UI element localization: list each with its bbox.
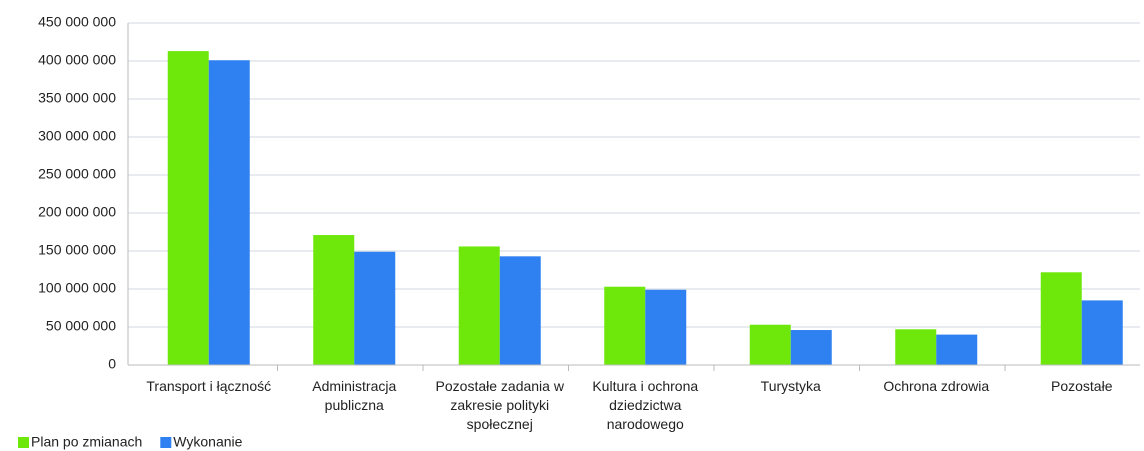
bar xyxy=(499,256,541,365)
y-tick-label: 300 000 000 xyxy=(38,128,116,144)
bar xyxy=(936,334,978,365)
bar xyxy=(167,51,209,366)
bar xyxy=(1040,272,1082,365)
bar xyxy=(1081,300,1123,365)
bar xyxy=(313,235,355,365)
x-tick-label: Pozostałe xyxy=(1051,378,1113,394)
label-line: Pozostałe zadania w xyxy=(436,378,565,394)
bar xyxy=(458,246,500,365)
label-line: dziedzictwa xyxy=(609,397,682,413)
x-tick-label: Kultura i ochrona dziedzictwa narodowego xyxy=(592,378,698,432)
x-tick-label: Turystyka xyxy=(761,378,821,394)
bar xyxy=(790,330,832,365)
bar xyxy=(749,324,791,365)
y-tick-label: 400 000 000 xyxy=(38,52,116,68)
label-line: Pozostałe xyxy=(1051,378,1113,394)
y-tick-label: 250 000 000 xyxy=(38,166,116,182)
legend-label: Wykonanie xyxy=(173,434,242,450)
bar xyxy=(354,251,396,365)
label-line: narodowego xyxy=(607,416,684,432)
legend-swatch xyxy=(18,437,29,448)
bar xyxy=(895,329,937,365)
legend-swatch xyxy=(160,437,172,448)
y-tick-label: 150 000 000 xyxy=(38,242,116,258)
label-line: Kultura i ochrona xyxy=(592,378,698,394)
x-tick-label: Ochrona zdrowia xyxy=(883,378,989,394)
label-line: Administracja xyxy=(312,378,396,394)
x-tick-label: Transport i łączność xyxy=(146,378,271,394)
label-line: społecznej xyxy=(467,416,533,432)
label-line: Transport i łączność xyxy=(146,378,271,394)
y-tick-label: 100 000 000 xyxy=(38,280,116,296)
y-tick-label: 0 xyxy=(108,356,116,372)
bar xyxy=(208,60,250,366)
y-tick-label: 450 000 000 xyxy=(38,14,116,30)
y-tick-label: 350 000 000 xyxy=(38,90,116,106)
label-line: Ochrona zdrowia xyxy=(883,378,989,394)
y-tick-label: 50 000 000 xyxy=(46,318,116,334)
x-tick-label: Administracja publiczna xyxy=(312,378,396,413)
legend-label: Plan po zmianach xyxy=(31,434,142,450)
label-line: publiczna xyxy=(325,397,384,413)
label-line: Turystyka xyxy=(761,378,821,394)
bar xyxy=(604,286,646,365)
bar xyxy=(645,289,687,365)
label-line: zakresie polityki xyxy=(450,397,549,413)
x-tick-label: Pozostałe zadania w zakresie polityki społ… xyxy=(436,378,565,432)
y-tick-label: 200 000 000 xyxy=(38,204,116,220)
